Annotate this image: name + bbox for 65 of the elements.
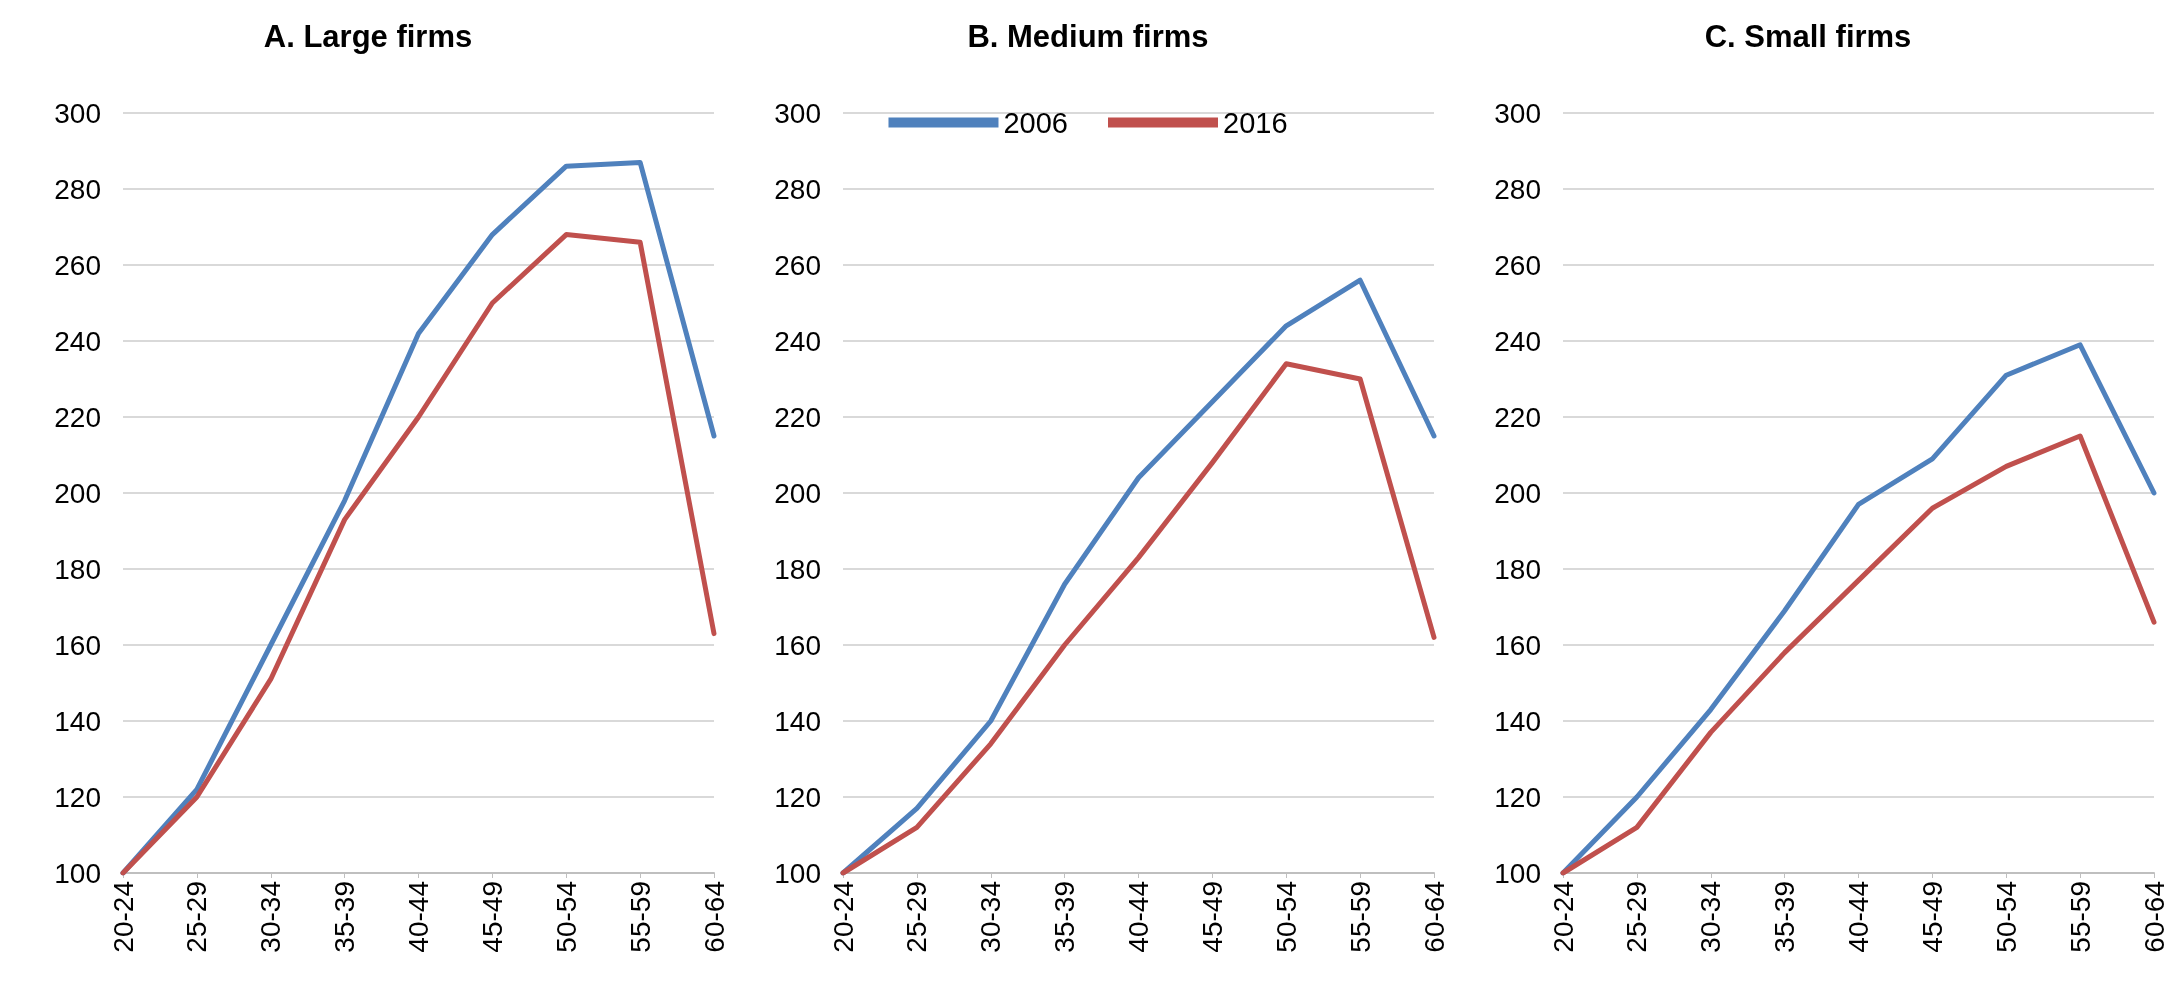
y-tick-label: 280 xyxy=(1494,173,1541,205)
x-tick-label: 55-59 xyxy=(1344,881,1376,953)
x-tick-label: 35-39 xyxy=(329,881,361,953)
y-tick-label: 100 xyxy=(54,857,101,889)
y-tick-label: 260 xyxy=(1494,249,1541,281)
y-tick-label: 260 xyxy=(54,249,101,281)
y-tick-label: 260 xyxy=(774,249,821,281)
y-tick-label: 160 xyxy=(54,629,101,661)
x-tick-label: 50-54 xyxy=(1990,881,2022,953)
legend-label: 2016 xyxy=(1223,106,1288,139)
y-tick-label: 180 xyxy=(774,553,821,585)
x-tick-label: 20-24 xyxy=(1547,881,1579,953)
x-tick-label: 30-34 xyxy=(1695,881,1727,953)
y-tick-label: 160 xyxy=(1494,629,1541,661)
x-tick-label: 30-34 xyxy=(975,881,1007,953)
y-tick-label: 280 xyxy=(54,173,101,205)
x-tick-label: 55-59 xyxy=(624,881,656,953)
y-tick-label: 100 xyxy=(774,857,821,889)
x-tick-label: 25-29 xyxy=(181,881,213,953)
x-tick-label: 45-49 xyxy=(1196,881,1228,953)
y-tick-label: 240 xyxy=(774,325,821,357)
x-tick-label: 60-64 xyxy=(2138,881,2170,953)
x-tick-label: 40-44 xyxy=(403,881,434,953)
y-tick-label: 220 xyxy=(54,401,101,433)
y-tick-label: 220 xyxy=(1494,401,1541,433)
x-tick-label: 40-44 xyxy=(1123,881,1154,953)
x-tick-label: 30-34 xyxy=(255,881,287,953)
y-tick-label: 120 xyxy=(774,781,821,813)
y-tick-label: 140 xyxy=(1494,705,1541,737)
y-tick-label: 180 xyxy=(54,553,101,585)
x-tick-label: 35-39 xyxy=(1049,881,1081,953)
y-tick-label: 300 xyxy=(54,97,101,129)
chart-title: A. Large firms xyxy=(263,19,473,54)
chart-title: B. Medium firms xyxy=(967,19,1209,54)
x-tick-label: 40-44 xyxy=(1843,881,1874,953)
x-tick-label: 55-59 xyxy=(2064,881,2096,953)
y-tick-label: 200 xyxy=(54,477,101,509)
y-tick-label: 140 xyxy=(54,705,101,737)
y-tick-label: 220 xyxy=(774,401,821,433)
y-tick-label: 280 xyxy=(774,173,821,205)
legend-label: 2006 xyxy=(1003,106,1068,139)
x-tick-label: 25-29 xyxy=(1621,881,1653,953)
y-tick-label: 120 xyxy=(1494,781,1541,813)
x-tick-label: 45-49 xyxy=(476,881,508,953)
chart-title: C. Small firms xyxy=(1704,19,1912,54)
y-tick-label: 140 xyxy=(774,705,821,737)
x-tick-label: 20-24 xyxy=(107,881,139,953)
y-tick-label: 120 xyxy=(54,781,101,813)
x-tick-label: 35-39 xyxy=(1769,881,1801,953)
y-tick-label: 100 xyxy=(1494,857,1541,889)
y-tick-label: 200 xyxy=(1494,477,1541,509)
y-tick-label: 200 xyxy=(774,477,821,509)
y-tick-label: 240 xyxy=(1494,325,1541,357)
x-tick-label: 50-54 xyxy=(1270,881,1302,953)
x-tick-label: 45-49 xyxy=(1916,881,1948,953)
x-tick-label: 50-54 xyxy=(550,881,582,953)
y-tick-label: 160 xyxy=(774,629,821,661)
x-tick-label: 25-29 xyxy=(901,881,933,953)
y-tick-label: 240 xyxy=(54,325,101,357)
y-tick-label: 300 xyxy=(774,97,821,129)
x-tick-label: 60-64 xyxy=(1418,881,1450,953)
y-tick-label: 180 xyxy=(1494,553,1541,585)
x-tick-label: 20-24 xyxy=(827,881,859,953)
x-tick-label: 60-64 xyxy=(698,881,730,953)
y-tick-label: 300 xyxy=(1494,97,1541,129)
